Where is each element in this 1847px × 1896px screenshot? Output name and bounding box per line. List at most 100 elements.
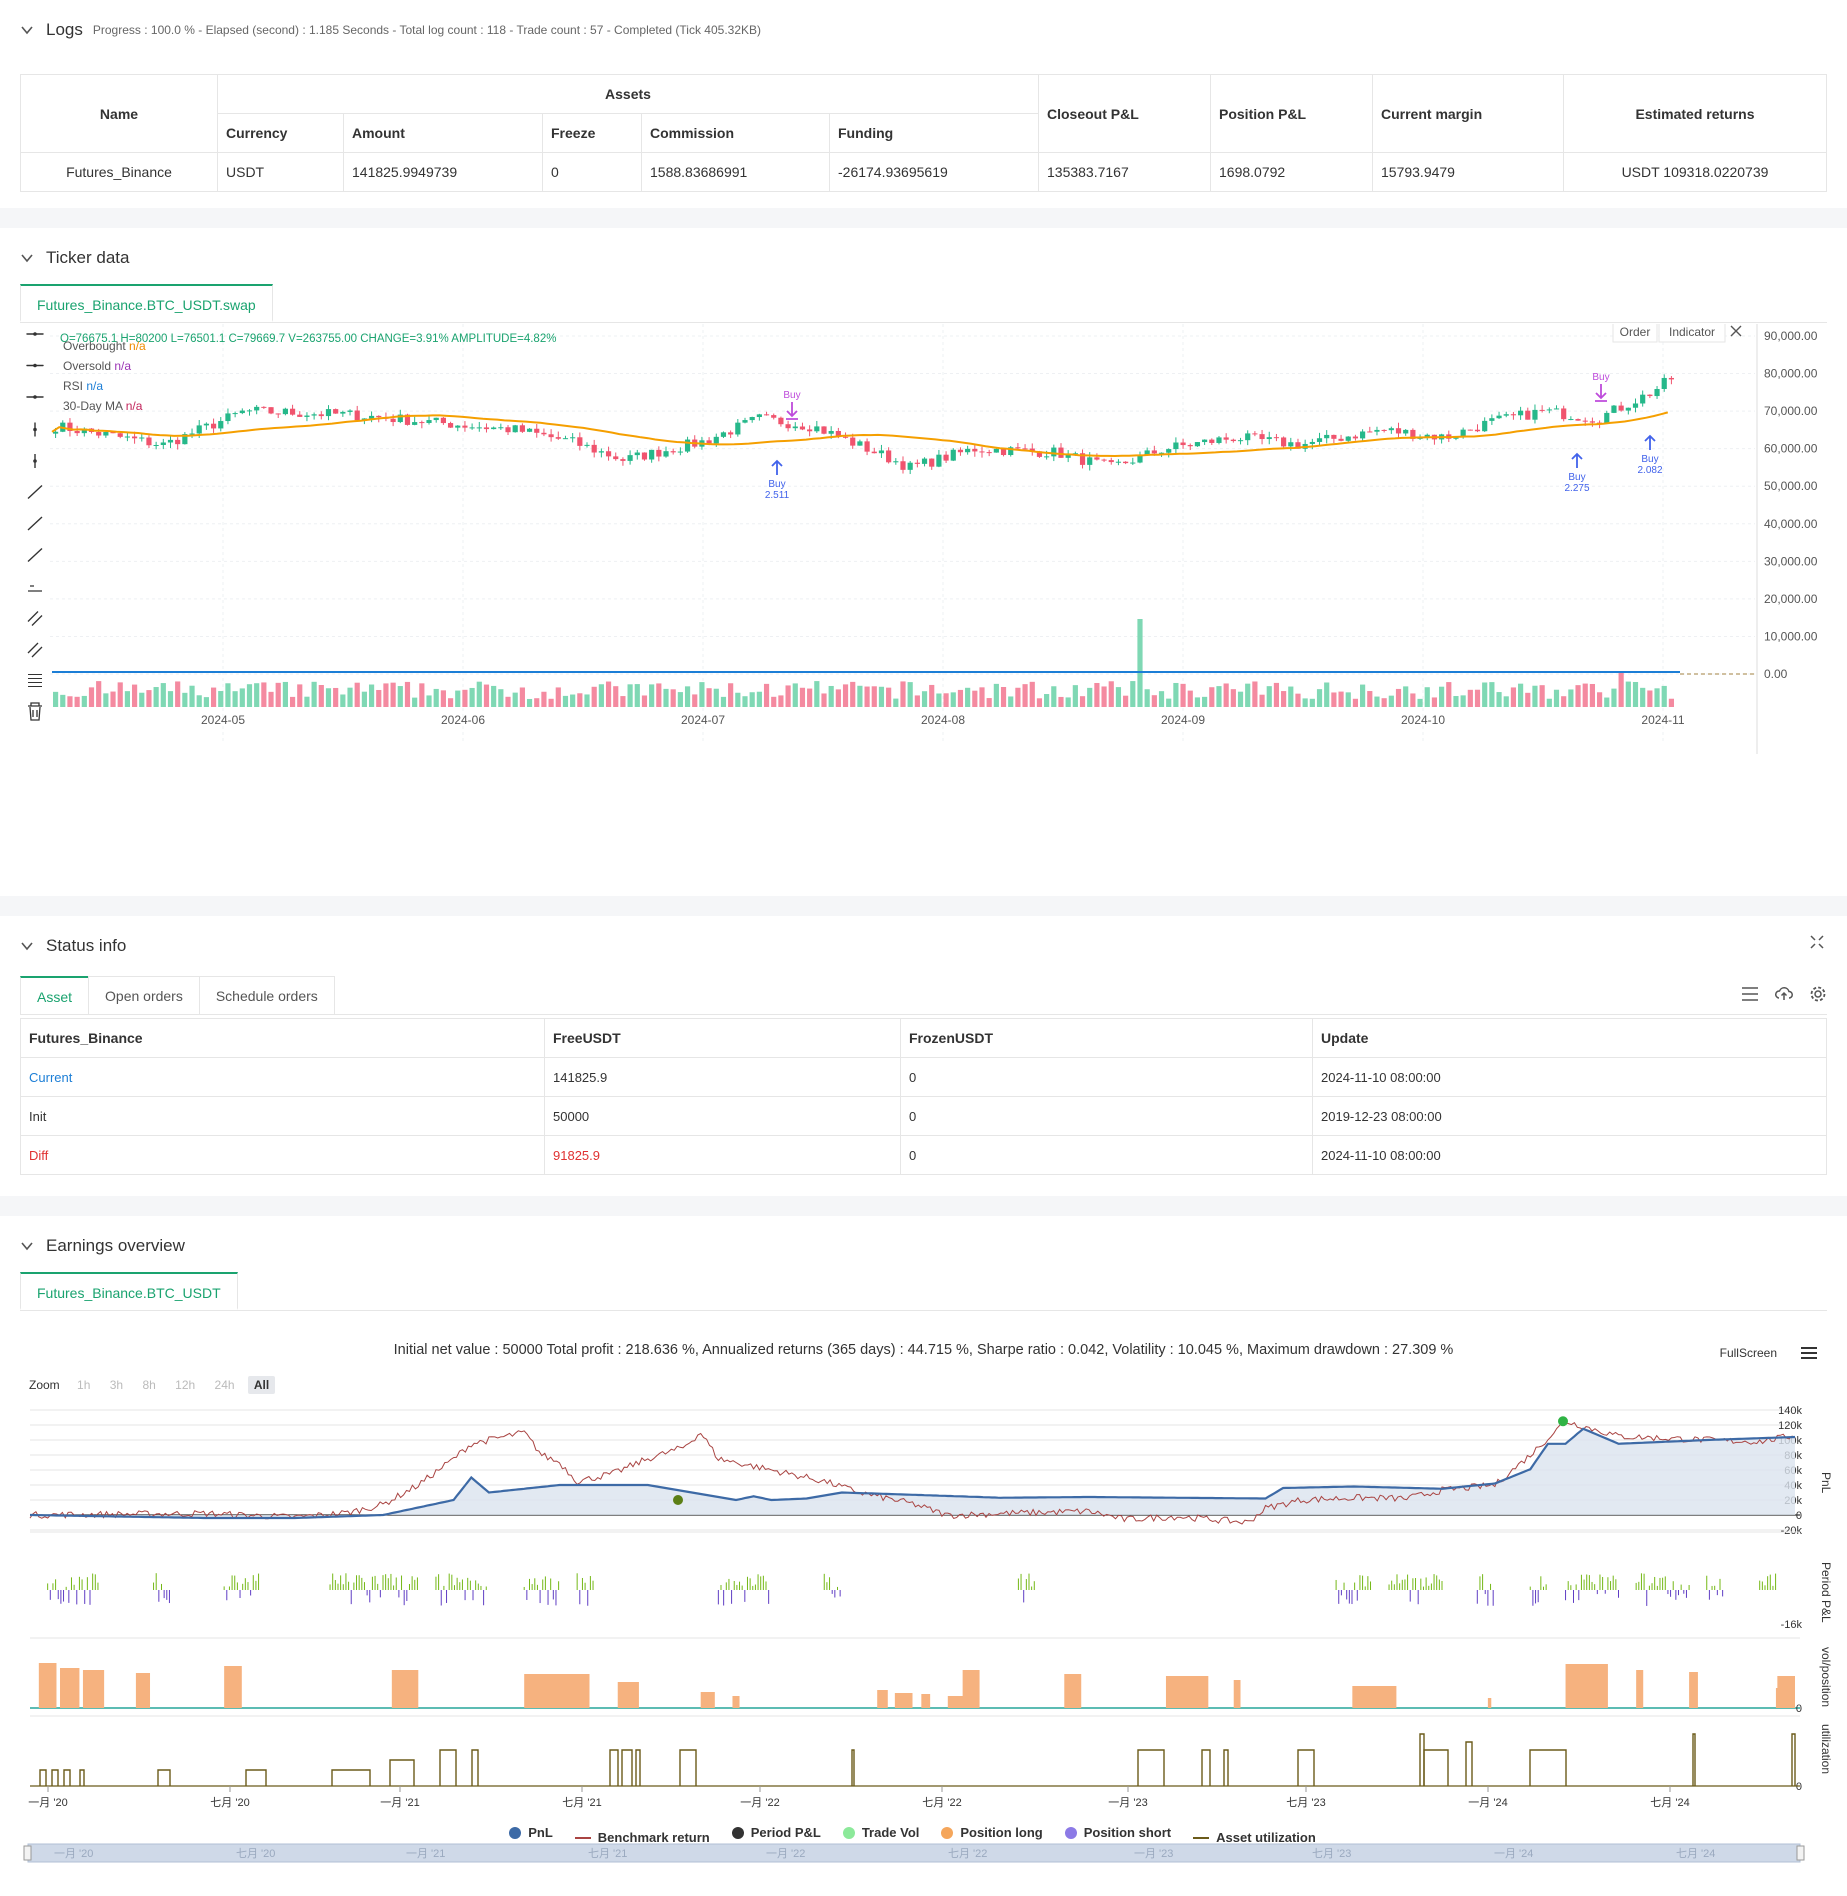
- status-table: Futures_Binance FreeUSDT FrozenUSDT Upda…: [20, 1018, 1827, 1175]
- volume-bar: [1352, 698, 1359, 707]
- max-marker[interactable]: [1558, 1416, 1568, 1427]
- earnings-chart[interactable]: 140k120k100k80k60k40k20k0-20kPnL-16kPeri…: [0, 1402, 1847, 1872]
- volume-bar: [1288, 686, 1294, 707]
- chevron-down-icon[interactable]: [20, 939, 34, 953]
- zoom-all[interactable]: All: [247, 1376, 276, 1394]
- tab-schedule-orders[interactable]: Schedule orders: [198, 976, 335, 1014]
- ticker-header[interactable]: Ticker data: [20, 248, 129, 268]
- zoom-3h[interactable]: 3h: [109, 1378, 124, 1392]
- trash-icon[interactable]: [28, 702, 42, 721]
- candle: [670, 451, 676, 453]
- utilization-line: [471, 1749, 479, 1786]
- volume-bar: [1518, 683, 1524, 707]
- candle: [598, 451, 604, 453]
- tab-btc-usdt-swap[interactable]: Futures_Binance.BTC_USDT.swap: [20, 284, 273, 322]
- candlestick-chart[interactable]: 90,000.00 80,000.00 70,000.00 60,000.00 50,0…: [0, 324, 1847, 884]
- buy-marker[interactable]: Buy: [1592, 372, 1610, 402]
- volume-bar: [526, 698, 533, 707]
- vertical-arrow-icon[interactable]: [33, 422, 37, 437]
- legend-asset-utilization[interactable]: Asset utilization: [1193, 1830, 1316, 1845]
- list-icon[interactable]: [1741, 986, 1759, 1002]
- volume-bar: [613, 686, 619, 707]
- chevron-down-icon[interactable]: [20, 251, 34, 265]
- menu-icon[interactable]: [1801, 1346, 1817, 1360]
- zoom-12h[interactable]: 12h: [175, 1378, 196, 1392]
- buy-marker[interactable]: Buy: [783, 390, 801, 420]
- arrow-line-icon[interactable]: [27, 547, 43, 563]
- gear-icon[interactable]: [1809, 985, 1827, 1003]
- zoom-1h[interactable]: 1h: [77, 1378, 91, 1392]
- candle: [613, 456, 619, 460]
- axis-title-pnl: PnL: [1819, 1472, 1833, 1494]
- volume-bar: [455, 690, 461, 707]
- volume-bar: [1503, 696, 1509, 707]
- indicator-button[interactable]: Indicator: [1658, 324, 1726, 343]
- range-navigator[interactable]: 一月 '20 七月 '20 一月 '21 七月 '21 一月 '22 七月 '22 一月 '…: [23, 1843, 1805, 1863]
- volume-bar: [1510, 687, 1517, 707]
- volume-bar: [1439, 686, 1445, 707]
- legend-item[interactable]: 30-Day MA n/a: [63, 399, 143, 413]
- candle: [440, 417, 446, 424]
- trend-line-icon[interactable]: [27, 484, 43, 500]
- volume-bar: [182, 692, 188, 707]
- horizontal-line-icon[interactable]: [26, 363, 44, 368]
- chevron-down-icon[interactable]: [20, 23, 34, 37]
- chevron-down-icon[interactable]: [20, 1239, 34, 1253]
- volume-bar: [972, 690, 978, 707]
- status-header[interactable]: Status info: [20, 936, 126, 956]
- fullscreen-button[interactable]: FullScreen: [1719, 1346, 1777, 1360]
- min-marker[interactable]: [673, 1495, 683, 1505]
- levels-icon[interactable]: [28, 673, 42, 688]
- col-frozen: FrozenUSDT: [900, 1018, 1313, 1058]
- legend-position-short[interactable]: Position short: [1064, 1825, 1171, 1840]
- y-tick-label: 70,000.00: [1764, 404, 1818, 418]
- candle: [814, 426, 820, 432]
- volume-bar: [1015, 687, 1021, 707]
- candle: [110, 432, 116, 434]
- crosshair-icon[interactable]: [26, 332, 44, 336]
- candle: [993, 448, 999, 453]
- cloud-upload-icon[interactable]: [1775, 986, 1793, 1002]
- order-button[interactable]: Order: [1612, 324, 1658, 343]
- tab-btc-usdt[interactable]: Futures_Binance.BTC_USDT: [20, 1272, 238, 1310]
- volume-bar: [196, 695, 202, 707]
- legend-pnl[interactable]: PnL: [509, 1825, 553, 1840]
- legend-item[interactable]: Oversold n/a: [63, 359, 131, 373]
- legend-item[interactable]: Overbought n/a: [63, 339, 146, 353]
- x-tick-label: 2024-07: [681, 713, 725, 727]
- volume-bar: [1259, 694, 1265, 707]
- candle: [1008, 447, 1014, 456]
- candle: [965, 448, 971, 453]
- collapse-icon[interactable]: [1809, 934, 1825, 950]
- ray-icon[interactable]: [26, 395, 44, 399]
- svg-text:Buy: Buy: [1641, 454, 1658, 465]
- price-range-icon[interactable]: [28, 585, 42, 592]
- volume-bar: [835, 689, 841, 707]
- volume-bar: [311, 681, 317, 707]
- legend-item[interactable]: RSI n/a: [63, 379, 103, 393]
- legend-benchmark-return[interactable]: Benchmark return: [574, 1830, 710, 1845]
- logs-header[interactable]: Logs Progress : 100.0 % - Elapsed (secon…: [20, 20, 761, 40]
- legend-position-long[interactable]: Position long: [941, 1825, 1043, 1840]
- zoom-8h[interactable]: 8h: [142, 1378, 156, 1392]
- vertical-line-icon[interactable]: [33, 454, 37, 468]
- expand-icon[interactable]: [1730, 325, 1742, 337]
- tab-open-orders[interactable]: Open orders: [88, 976, 200, 1014]
- position-long-bar: [82, 1670, 105, 1708]
- legend-trade-vol[interactable]: Trade Vol: [842, 1825, 919, 1840]
- svg-text:2.511: 2.511: [765, 490, 790, 501]
- legend-period-p-l[interactable]: Period P&L: [731, 1825, 821, 1840]
- fib-icon[interactable]: [27, 642, 43, 658]
- earnings-title: Earnings overview: [46, 1236, 185, 1255]
- volume-bar: [1316, 689, 1323, 707]
- zoom-24h[interactable]: 24h: [214, 1378, 235, 1392]
- x-tick-label: 七月 '20: [210, 1796, 249, 1809]
- earnings-header[interactable]: Earnings overview: [20, 1236, 185, 1256]
- tab-asset[interactable]: Asset: [20, 976, 90, 1014]
- segment-icon[interactable]: [27, 516, 43, 531]
- parallel-channel-icon[interactable]: [27, 611, 43, 626]
- volume-bar: [1123, 695, 1129, 707]
